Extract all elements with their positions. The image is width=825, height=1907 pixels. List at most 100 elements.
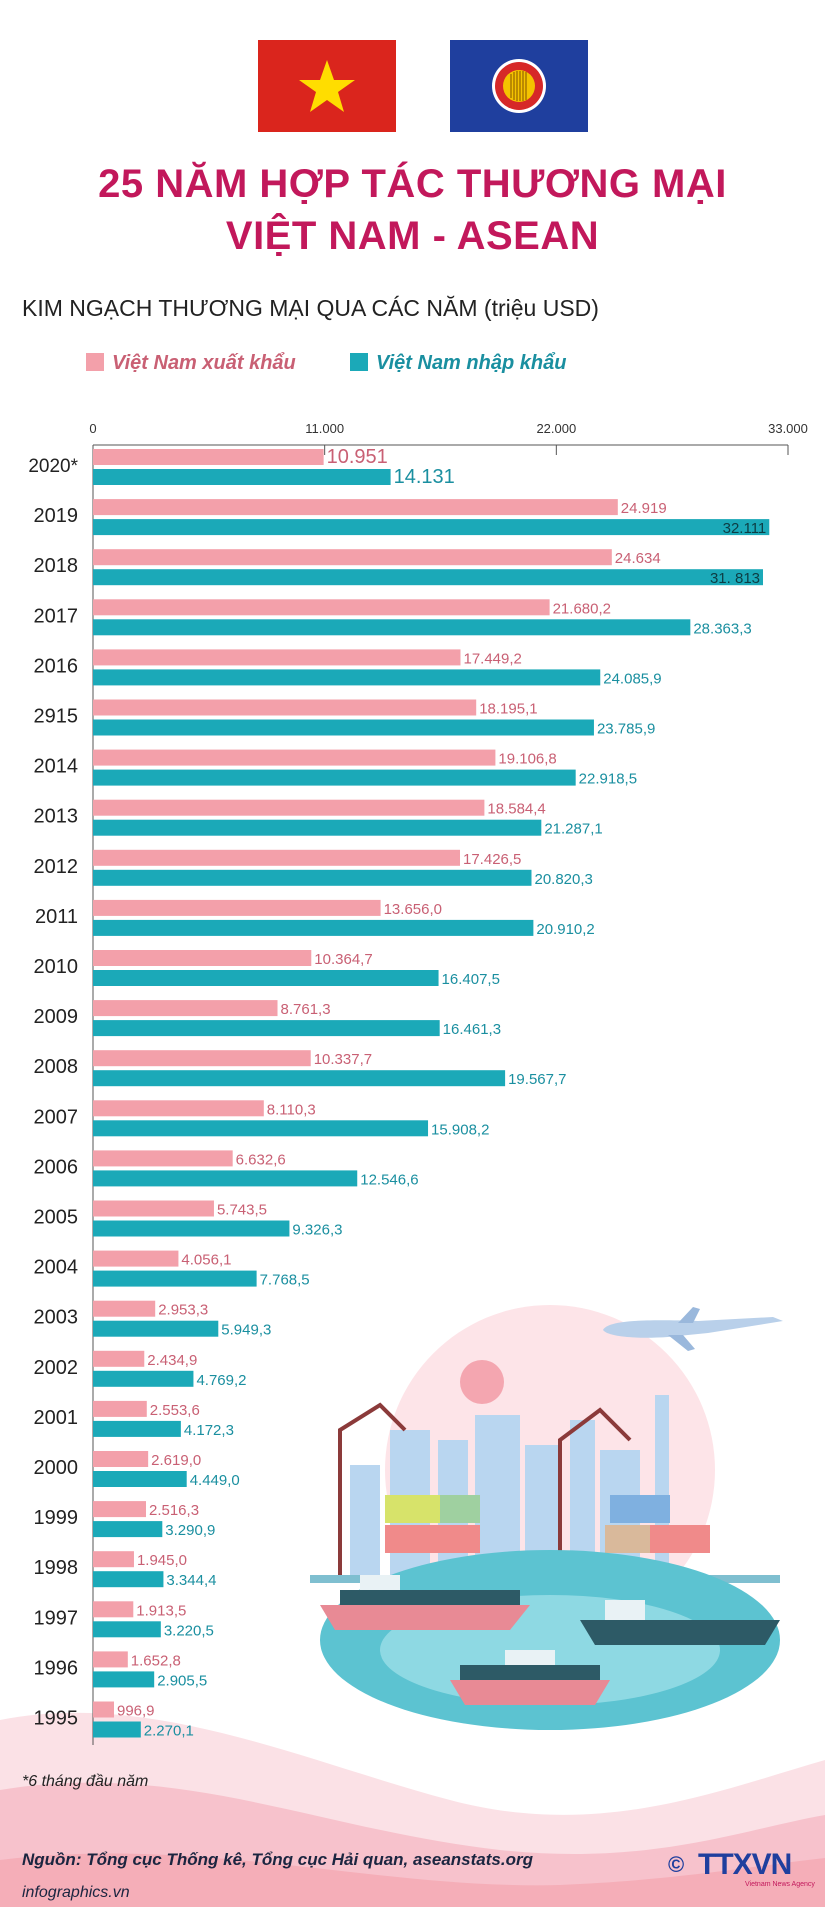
import-value-label: 15.908,2	[431, 1121, 489, 1138]
export-bar	[93, 699, 477, 716]
year-label: 2013	[34, 806, 79, 828]
export-value-label: 19.106,8	[498, 751, 556, 768]
import-bar	[93, 970, 439, 986]
export-bar	[93, 1100, 264, 1117]
import-bar	[93, 1270, 257, 1287]
export-bar	[93, 1701, 114, 1718]
export-value-label: 6.632,6	[236, 1151, 286, 1168]
legend-import-label: Việt Nam nhập khẩu	[376, 352, 567, 374]
import-bar	[93, 669, 601, 686]
export-bar	[93, 1601, 134, 1618]
chart-subtitle: KIM NGẠCH THƯƠNG MẠI QUA CÁC NĂM (triệu …	[22, 295, 599, 321]
import-value-label: 4.172,3	[184, 1422, 234, 1439]
import-value-label: 19.567,7	[508, 1071, 566, 1088]
export-bar	[93, 549, 612, 566]
export-bar	[93, 649, 461, 666]
import-value-label: 3.220,5	[164, 1622, 214, 1639]
export-bar	[93, 1451, 149, 1467]
export-value-label: 2.953,3	[158, 1302, 208, 1319]
import-bar	[93, 1120, 429, 1137]
export-value-label: 8.110,3	[267, 1101, 316, 1118]
year-label: 2000	[34, 1457, 79, 1479]
export-bar	[93, 1350, 145, 1367]
export-value-label: 4.056,1	[181, 1252, 231, 1269]
export-value-label: 10.951	[327, 446, 388, 468]
export-value-label: 2.434,9	[147, 1352, 197, 1369]
export-bar	[93, 749, 496, 766]
year-label: 2007	[34, 1106, 79, 1128]
import-value-label: 5.949,3	[221, 1322, 271, 1339]
year-label: 2001	[34, 1407, 79, 1429]
footnote: *6 tháng đầu năm	[22, 1773, 149, 1790]
import-bar	[93, 1070, 506, 1087]
import-value-label: 20.820,3	[534, 871, 592, 888]
legend-import: Việt Nam nhập khẩu	[350, 352, 566, 375]
export-bar	[93, 950, 312, 966]
import-bar	[93, 569, 764, 586]
year-label: 2002	[34, 1357, 79, 1379]
x-tick-label: 0	[89, 421, 96, 436]
export-value-label: 5.743,5	[217, 1202, 267, 1219]
ttxvn-logo: TTXVN	[698, 1848, 792, 1881]
import-bar	[93, 769, 576, 786]
export-value-label: 24.919	[621, 500, 667, 517]
year-label: 2012	[34, 856, 79, 878]
export-bar	[93, 499, 618, 516]
export-bar	[93, 799, 485, 816]
export-value-label: 24.634	[615, 550, 661, 567]
import-bar	[93, 1621, 161, 1638]
year-label: 1998	[34, 1557, 79, 1579]
year-label: 2004	[34, 1257, 79, 1279]
year-label: 2003	[34, 1307, 79, 1329]
export-bar	[93, 599, 550, 616]
import-bar	[93, 719, 594, 736]
import-value-label: 7.768,5	[260, 1272, 310, 1289]
import-value-label: 4.449,0	[190, 1472, 240, 1489]
export-bar	[93, 1501, 146, 1518]
export-bar	[93, 849, 461, 866]
export-bar	[93, 1050, 311, 1067]
x-tick-label: 11.000	[305, 421, 344, 436]
import-value-label: 28.363,3	[693, 620, 751, 637]
import-value-label: 14.131	[394, 466, 455, 488]
import-value-label: 16.407,5	[442, 971, 500, 988]
export-bar	[93, 1000, 278, 1017]
export-value-label: 17.449,2	[463, 650, 521, 667]
site-link[interactable]: infographics.vn	[22, 1884, 130, 1901]
export-value-label: 996,9	[117, 1703, 155, 1720]
import-value-label: 31. 813	[710, 570, 760, 587]
source-text: Nguồn: Tổng cục Thống kê, Tổng cục Hải q…	[22, 1850, 533, 1869]
year-label: 2014	[34, 756, 79, 778]
copyright-icon: ©	[668, 1852, 685, 1877]
import-value-label: 23.785,9	[597, 721, 655, 738]
year-label: 2020*	[28, 456, 78, 477]
export-bar	[93, 1150, 233, 1167]
export-value-label: 2.619,0	[151, 1452, 201, 1469]
year-label: 2008	[34, 1056, 79, 1078]
import-value-label: 32.111	[723, 520, 767, 537]
export-value-label: 2.553,6	[150, 1402, 200, 1419]
page-title-line2: VIỆT NAM - ASEAN	[225, 214, 600, 258]
page-title-line1: 25 NĂM HỢP TÁC THƯƠNG MẠI	[98, 162, 727, 206]
import-value-label: 2.270,1	[144, 1723, 194, 1740]
export-bar	[93, 1400, 147, 1417]
export-value-label: 1.652,8	[131, 1652, 181, 1669]
asean-emblem-icon	[492, 59, 546, 113]
x-tick-label: 33.000	[768, 421, 808, 436]
import-value-label: 12.546,6	[360, 1171, 418, 1188]
import-value-label: 9.326,3	[292, 1222, 342, 1239]
year-label: 2009	[34, 1006, 79, 1028]
import-bar	[93, 1320, 219, 1337]
export-bar	[93, 449, 324, 465]
import-bar	[93, 919, 534, 936]
import-bar	[93, 1220, 290, 1237]
export-bar	[93, 899, 381, 916]
import-value-label: 2.905,5	[157, 1672, 207, 1689]
import-value-label: 3.290,9	[165, 1522, 215, 1539]
year-label: 2016	[34, 655, 79, 677]
export-value-label: 13.656,0	[384, 901, 442, 918]
ttxvn-logo-subtitle: Vietnam News Agency	[745, 1881, 815, 1888]
export-value-label: 18.584,4	[487, 801, 545, 818]
asean-flag	[450, 40, 588, 132]
